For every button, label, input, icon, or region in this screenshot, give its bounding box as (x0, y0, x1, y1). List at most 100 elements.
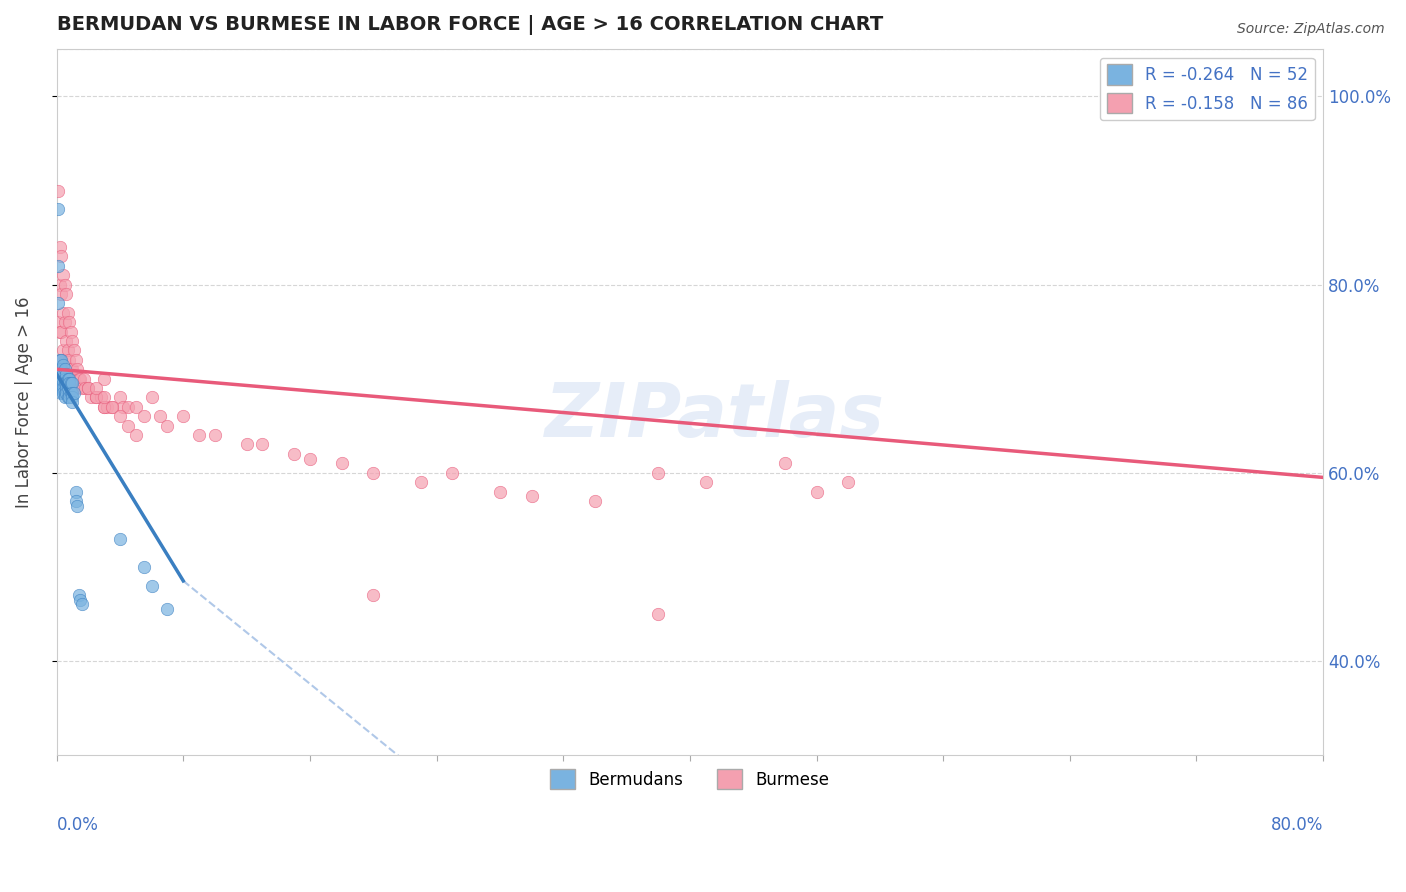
Point (49, 240, 72, 254)
Point (51, 325, 73, 339)
Point (101, 400, 124, 414)
Point (49, 381, 72, 395)
Point (62, 362, 84, 376)
Point (252, 437, 274, 451)
Point (59, 325, 82, 339)
Point (63, 385, 86, 400)
Point (56, 306, 79, 320)
Point (90, 391, 112, 405)
Point (695, 475, 717, 489)
Point (108, 391, 131, 405)
Point (55, 334, 77, 348)
Point (53, 376, 76, 391)
Point (51, 352, 73, 367)
Point (62, 376, 84, 391)
Point (58, 385, 80, 400)
Point (62, 391, 84, 405)
Point (56, 391, 79, 405)
Point (298, 451, 321, 466)
Point (56, 376, 79, 391)
Point (51, 249, 73, 263)
Point (132, 409, 155, 424)
Point (46, 202, 69, 217)
Point (49, 362, 72, 376)
Point (49, 277, 72, 292)
Text: BERMUDAN VS BURMESE IN LABOR FORCE | AGE > 16 CORRELATION CHART: BERMUDAN VS BURMESE IN LABOR FORCE | AGE… (56, 15, 883, 35)
Point (84, 391, 107, 405)
Point (52, 306, 75, 320)
Point (330, 456, 353, 470)
Point (441, 466, 464, 480)
Point (77, 381, 100, 395)
Point (172, 409, 194, 424)
Text: Source: ZipAtlas.com: Source: ZipAtlas.com (1237, 22, 1385, 37)
Point (62, 385, 84, 400)
Point (66, 362, 89, 376)
Point (59, 385, 82, 400)
Point (156, 602, 179, 616)
Point (53, 352, 76, 367)
Point (55, 381, 77, 395)
Point (69, 371, 91, 385)
Point (520, 489, 543, 503)
Point (52, 343, 75, 358)
Point (489, 484, 512, 499)
Point (49, 352, 72, 367)
Point (65, 484, 87, 499)
Point (46, 315, 69, 329)
Point (67, 371, 90, 385)
Point (55, 385, 77, 400)
Point (117, 400, 139, 414)
Point (55, 287, 77, 301)
Point (80, 391, 103, 405)
Point (65, 352, 87, 367)
Text: ZIPatlas: ZIPatlas (546, 380, 886, 453)
Point (62, 334, 84, 348)
Point (56, 381, 79, 395)
Text: 0.0%: 0.0% (56, 816, 98, 834)
Point (59, 376, 82, 391)
Point (65, 381, 87, 395)
Point (93, 400, 115, 414)
Point (70, 381, 93, 395)
Point (49, 325, 72, 339)
Point (188, 428, 211, 442)
Point (56, 371, 79, 385)
Point (52, 376, 75, 391)
Point (55, 367, 77, 381)
Point (117, 418, 139, 433)
Point (56, 371, 79, 385)
Point (84, 381, 107, 395)
Point (361, 588, 384, 602)
Point (148, 409, 170, 424)
Point (141, 578, 163, 592)
Point (84, 391, 107, 405)
Point (51, 376, 73, 391)
Point (93, 371, 115, 385)
Point (58, 352, 80, 367)
Legend: Bermudans, Burmese: Bermudans, Burmese (544, 763, 837, 796)
Text: 80.0%: 80.0% (1271, 816, 1323, 834)
Point (51, 352, 73, 367)
Point (51, 287, 73, 301)
Point (52, 358, 75, 372)
Point (361, 466, 384, 480)
Point (65, 494, 87, 508)
Point (156, 418, 179, 433)
Point (125, 428, 148, 442)
Point (53, 391, 76, 405)
Point (75, 381, 97, 395)
Point (96, 400, 118, 414)
Point (51, 381, 73, 395)
Point (58, 371, 80, 385)
Point (63, 343, 86, 358)
Point (53, 362, 76, 376)
Point (837, 475, 859, 489)
Point (56, 343, 79, 358)
Point (53, 315, 76, 329)
Point (108, 532, 131, 546)
Point (77, 381, 100, 395)
Y-axis label: In Labor Force | Age > 16: In Labor Force | Age > 16 (15, 296, 32, 508)
Point (62, 381, 84, 395)
Point (58, 391, 80, 405)
